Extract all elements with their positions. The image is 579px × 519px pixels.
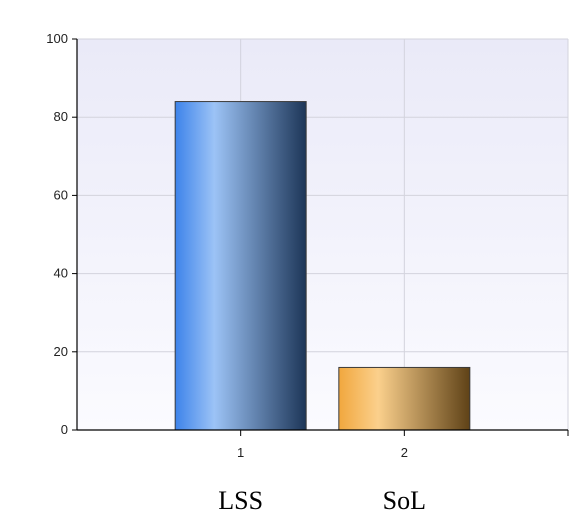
bar-1 xyxy=(174,101,307,431)
plot-area xyxy=(77,39,568,430)
y-tick-label-4: 80 xyxy=(54,109,68,124)
bars xyxy=(174,101,471,431)
y-tick-label-3: 60 xyxy=(54,187,68,202)
y-axis-ticks: 0 20 40 60 80 100 xyxy=(46,31,77,437)
y-tick-label-0: 0 xyxy=(61,422,68,437)
y-tick-label-1: 20 xyxy=(54,344,68,359)
bar-2 xyxy=(338,366,471,431)
category-name-1: LSS xyxy=(218,486,264,515)
y-tick-label-2: 40 xyxy=(54,266,68,281)
y-tick-label-5: 100 xyxy=(46,31,68,46)
category-name-2: SoL xyxy=(382,486,426,515)
x-tick-label-0: 1 xyxy=(237,445,244,460)
axes xyxy=(76,39,568,431)
x-tick-label-1: 2 xyxy=(401,445,408,460)
